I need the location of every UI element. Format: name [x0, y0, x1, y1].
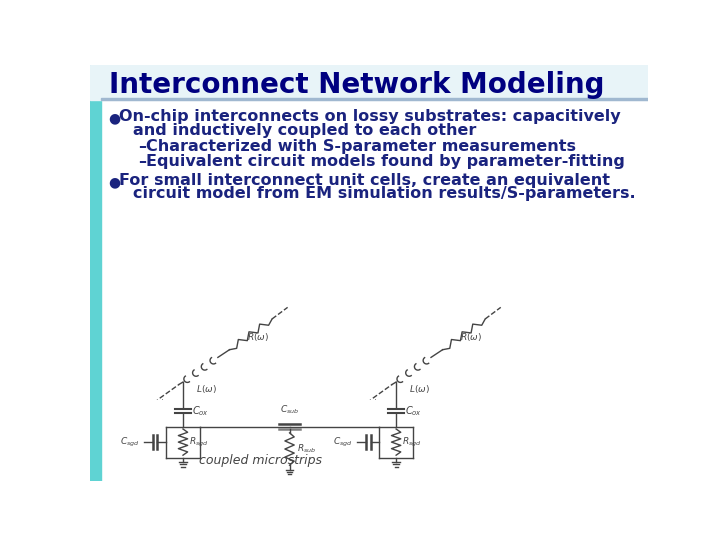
Text: Interconnect Network Modeling: Interconnect Network Modeling — [109, 71, 604, 99]
Text: $R(\omega)$: $R(\omega)$ — [246, 332, 269, 343]
Text: coupled microstrips: coupled microstrips — [199, 454, 322, 467]
Text: $L(\omega)$: $L(\omega)$ — [196, 383, 217, 395]
Text: . .: . . — [156, 393, 163, 402]
Text: –: – — [138, 154, 146, 169]
Text: $C_{sgd}$: $C_{sgd}$ — [333, 436, 353, 449]
Text: $R_{sub}$: $R_{sub}$ — [297, 443, 317, 455]
Text: ●: ● — [109, 111, 121, 125]
Text: $C_{sgd}$: $C_{sgd}$ — [120, 436, 140, 449]
Text: On-chip interconnects on lossy substrates: capacitively: On-chip interconnects on lossy substrate… — [120, 110, 621, 124]
Bar — [90, 65, 648, 100]
Text: and inductively coupled to each other: and inductively coupled to each other — [132, 123, 476, 138]
Text: Characterized with S-parameter measurements: Characterized with S-parameter measureme… — [145, 139, 576, 154]
Text: $C_{sub}$: $C_{sub}$ — [280, 403, 300, 416]
Text: $R(\omega)$: $R(\omega)$ — [459, 332, 482, 343]
Bar — [90, 65, 101, 481]
Text: $L(\omega)$: $L(\omega)$ — [409, 383, 430, 395]
Text: circuit model from EM simulation results/S-parameters.: circuit model from EM simulation results… — [132, 186, 635, 201]
Bar — [101, 98, 648, 100]
Text: Equivalent circuit models found by parameter-fitting: Equivalent circuit models found by param… — [145, 154, 625, 169]
Text: For small interconnect unit cells, create an equivalent: For small interconnect unit cells, creat… — [120, 173, 611, 188]
Text: $R_{sgd}$: $R_{sgd}$ — [402, 436, 422, 449]
Text: –: – — [138, 139, 146, 154]
Text: $R_{sgd}$: $R_{sgd}$ — [189, 436, 209, 449]
Text: ●: ● — [109, 175, 121, 189]
Text: $C_{ox}$: $C_{ox}$ — [405, 404, 423, 418]
Text: . .: . . — [369, 393, 377, 402]
Text: $C_{ox}$: $C_{ox}$ — [192, 404, 210, 418]
